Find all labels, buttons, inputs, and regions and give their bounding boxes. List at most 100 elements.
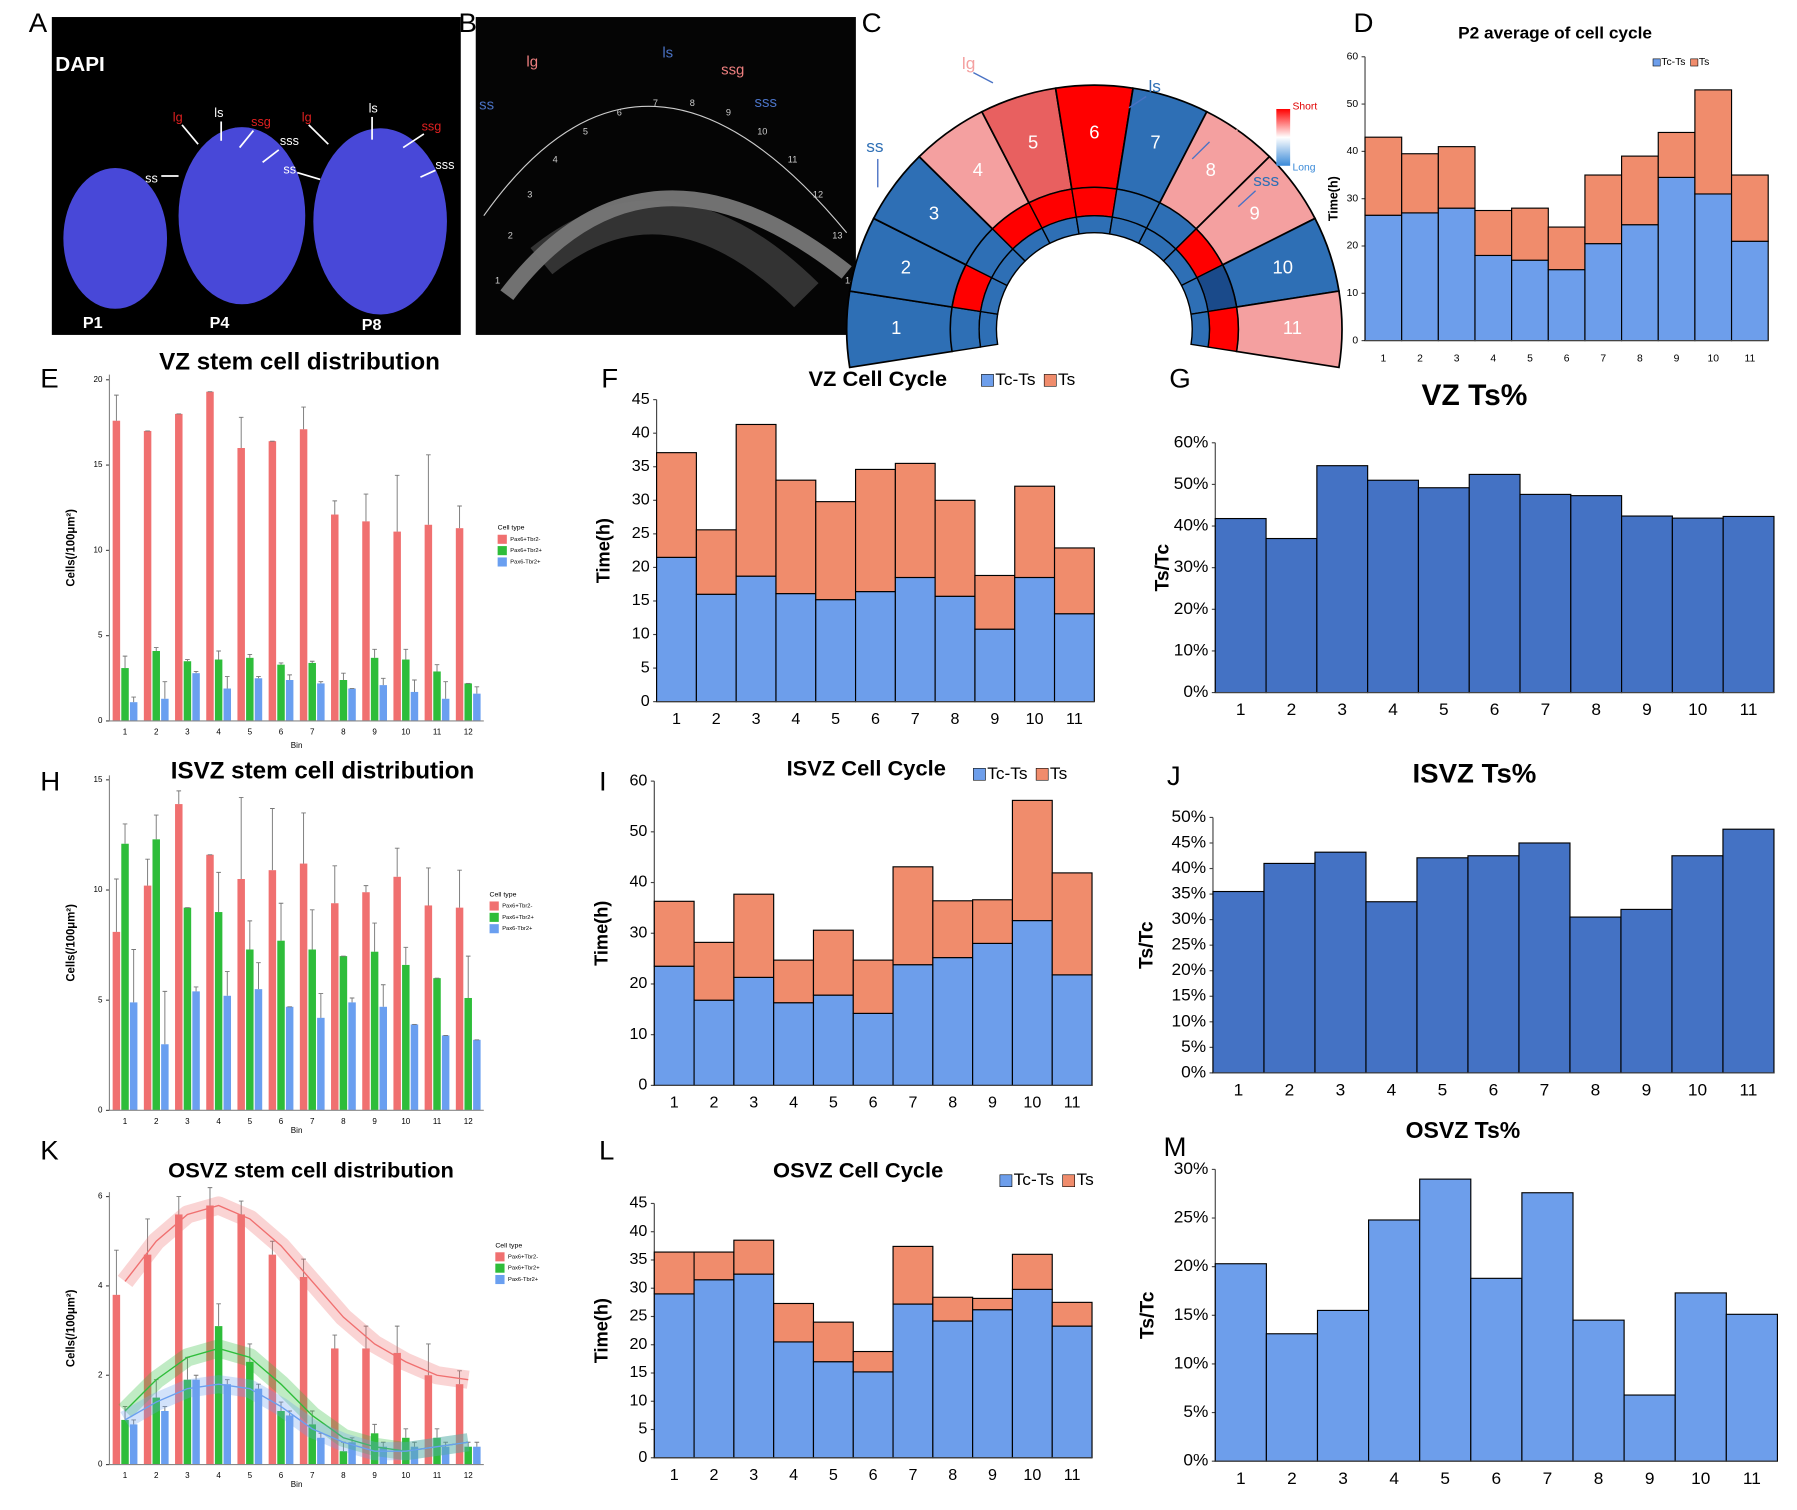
error-bar [301, 1258, 306, 1277]
bar-segment [693, 999, 735, 1086]
bar [1674, 1292, 1727, 1462]
bar [362, 521, 370, 721]
bar-segment [932, 1320, 974, 1459]
fan-inner [978, 310, 999, 348]
x-tick-label: 4 [216, 1471, 221, 1480]
bar-segment [693, 1251, 735, 1281]
image-label: P1 [83, 315, 103, 332]
x-tick-label: 6 [1490, 699, 1500, 719]
y-tick-label: 5 [98, 995, 103, 1004]
cell-band [530, 200, 819, 308]
legend-label: Pax6+Tbr2+ [508, 1266, 540, 1272]
bar [317, 1017, 325, 1111]
error-bar [380, 1441, 386, 1447]
bar [246, 657, 254, 721]
error-bar [131, 949, 136, 1003]
error-bar [122, 1406, 128, 1420]
y-axis-label: Cells(/100μm²) [65, 904, 77, 982]
y-tick-label: 50 [629, 823, 647, 840]
error-bar [256, 962, 261, 990]
x-tick-label: 11 [1064, 1467, 1081, 1484]
trend-line [124, 1204, 469, 1381]
bar [410, 691, 419, 721]
x-tick-label: 6 [1492, 1468, 1502, 1488]
x-tick-label: 10 [1707, 354, 1719, 365]
x-tick-label: 8 [341, 727, 346, 736]
x-tick-label: 11 [433, 1471, 442, 1480]
bin-number: 4 [553, 154, 558, 164]
legend-title: Cell type [495, 1242, 522, 1249]
bar-segment [1694, 193, 1733, 342]
bin-number: 10 [1273, 257, 1293, 278]
x-tick-label: 5 [1439, 699, 1449, 719]
error-bar [278, 902, 284, 941]
bar-segment [854, 468, 896, 593]
x-tick-label: 4 [216, 727, 221, 736]
y-tick-label: 25 [632, 525, 650, 542]
bar-segment [773, 1302, 815, 1343]
bar-segment [1401, 153, 1439, 214]
bar [441, 1035, 450, 1111]
bar-segment [1014, 576, 1056, 703]
bar-segment [1437, 207, 1476, 342]
bar-segment [932, 900, 974, 959]
bar [1467, 855, 1520, 1074]
error-bar [474, 1441, 480, 1447]
error-bar [114, 1249, 119, 1295]
bar-segment [1011, 799, 1053, 922]
bar [1623, 1394, 1676, 1462]
x-tick-label: 3 [752, 711, 761, 728]
y-tick-label: 60% [1174, 431, 1209, 451]
bar-segment [1474, 254, 1513, 342]
bar [175, 804, 183, 1111]
bar [424, 1375, 433, 1465]
bar-segment [1547, 226, 1586, 271]
bar-segment [735, 575, 777, 703]
bin-number: 11 [788, 154, 798, 164]
bar [214, 912, 223, 1111]
panel-letter: F [601, 363, 618, 394]
chart-title: VZ stem cell distribution [159, 349, 440, 376]
error-bar [394, 1325, 400, 1353]
bar [277, 940, 285, 1111]
error-bar [247, 920, 253, 950]
bar-segment [1364, 214, 1403, 342]
bar [379, 685, 387, 721]
bin-number: 10 [757, 127, 767, 137]
bar [121, 1419, 129, 1465]
x-tick-label: 8 [1591, 699, 1601, 719]
y-tick-label: 45 [629, 1195, 647, 1212]
bar [1725, 1313, 1778, 1462]
x-tick-label: 11 [1064, 1095, 1081, 1112]
bar-segment [1011, 1288, 1053, 1459]
bin-number: 2 [901, 257, 911, 278]
bar [1214, 517, 1267, 694]
x-tick-label: 1 [1380, 354, 1386, 365]
bar [214, 1326, 223, 1465]
error-bar [309, 909, 315, 950]
image-label: ss [479, 98, 494, 114]
bin-number: 5 [1028, 131, 1038, 152]
legend-swatch [497, 534, 507, 544]
bar-segment [892, 1303, 934, 1459]
error-bar [247, 653, 253, 658]
bin-number: 7 [1150, 131, 1160, 152]
y-tick-label: 30% [1174, 556, 1209, 576]
bar [112, 420, 121, 721]
error-bar [465, 955, 471, 998]
bar [1314, 851, 1367, 1074]
bar [1570, 495, 1623, 694]
x-tick-label: 12 [464, 1117, 474, 1126]
y-tick-label: 20 [629, 1336, 647, 1353]
bin-number: 3 [929, 202, 939, 223]
x-tick-label: 7 [908, 1095, 917, 1112]
x-tick-label: 3 [1336, 1080, 1346, 1100]
x-tick-label: 5 [1438, 1080, 1448, 1100]
error-bar [162, 681, 168, 699]
bar-segment [1657, 131, 1696, 178]
error-bar [216, 871, 221, 913]
bar [237, 1214, 245, 1465]
bar [285, 1006, 294, 1111]
bar [183, 661, 192, 721]
bar [277, 664, 285, 721]
